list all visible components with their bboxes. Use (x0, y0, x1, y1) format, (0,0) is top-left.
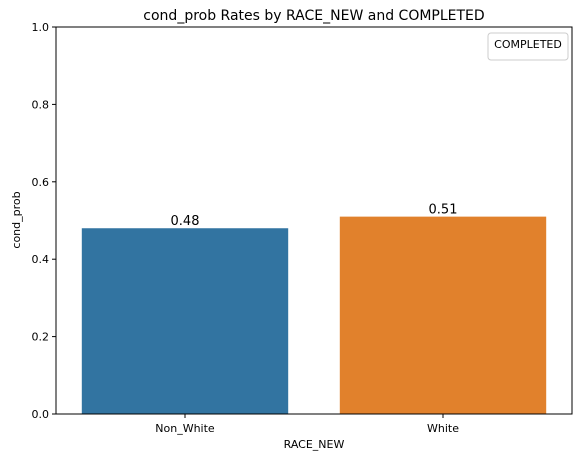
y-axis-label: cond_prob (10, 191, 23, 248)
bar-non-white (81, 228, 289, 414)
y-tick-label: 1.0 (32, 21, 50, 34)
data-label-white: 0.51 (429, 203, 458, 218)
data-label-non-white: 0.48 (171, 214, 200, 229)
legend: COMPLETED (487, 32, 569, 61)
legend-box (487, 32, 569, 61)
y-tick-label: 0.0 (32, 408, 50, 421)
plot-frame (55, 26, 573, 415)
y-tick-label: 0.4 (32, 253, 50, 266)
bar-white (339, 216, 547, 414)
y-tick-label: 0.2 (32, 331, 50, 344)
chart-title: cond_prob Rates by RACE_NEW and COMPLETE… (143, 8, 484, 24)
x-axis-label: RACE_NEW (284, 438, 345, 451)
y-tick-label: 0.6 (32, 176, 50, 189)
x-tick-label: Non_White (155, 422, 215, 435)
y-tick-label: 0.8 (32, 98, 50, 111)
x-tick-label: White (427, 422, 459, 435)
plot-area: 0.48 Non_White 0.51 White 0.0 0.2 0.4 0.6 0.8 1.0 (32, 21, 573, 435)
legend-title: COMPLETED (494, 38, 562, 51)
